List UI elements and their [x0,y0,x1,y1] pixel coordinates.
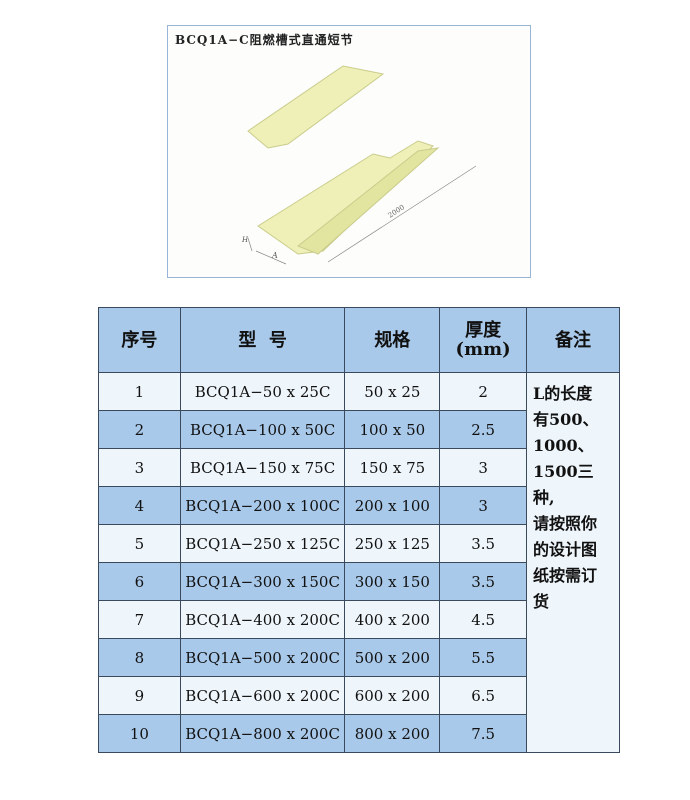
cell-spec: 300 x 150 [344,562,441,601]
table-row: 1 BCQ1A−50 x 25C 50 x 25 2 L的长度 有500、 1000、 150… [98,372,620,753]
cell-model: BCQ1A−800 x 200C [179,714,346,753]
height-dimension-line [247,237,253,252]
cell-spec: 400 x 200 [344,600,441,639]
cell-no: 7 [98,600,181,639]
header-thickness-unit: (mm) [455,339,511,360]
cell-model: BCQ1A−50 x 25C [179,372,346,411]
table-row: 10 BCQ1A−800 x 200C 800 x 200 7.5 [98,714,620,753]
cell-no: 1 [98,372,181,411]
table-row: 8 BCQ1A−500 x 200C 500 x 200 5.5 [98,638,620,677]
spec-table: 序号 型 号 规格 厚度 (mm) 备注 1 BCQ1A−50 x 25C 50 x … [98,307,620,753]
product-figure: BCQ1A−C阻燃槽式直通短节 2000 A H [167,25,531,278]
cable-tray-drawing: 2000 A H [241,65,477,265]
cell-thickness: 7.5 [439,714,528,753]
cell-thickness: 2.5 [439,410,528,449]
cell-no: 3 [98,448,181,487]
table-row: 7 BCQ1A−400 x 200C 400 x 200 4.5 [98,600,620,639]
height-label: H [241,236,249,244]
table-header-row: 序号 型 号 规格 厚度 (mm) 备注 [98,307,620,373]
note-line: 纸按需订 [533,566,598,585]
table-row: 9 BCQ1A−600 x 200C 600 x 200 6.5 [98,676,620,715]
header-thickness: 厚度 (mm) [439,307,528,373]
width-label: A [271,251,278,260]
length-dimension-line [327,165,477,263]
cell-spec: 200 x 100 [344,486,441,525]
tray-cover [247,65,385,149]
cell-model: BCQ1A−300 x 150C [179,562,346,601]
cell-thickness: 3.5 [439,524,528,563]
table-row: 2 BCQ1A−100 x 50C 100 x 50 2.5 [98,410,620,449]
cell-spec: 600 x 200 [344,676,441,715]
width-dimension-line [255,250,287,265]
note-line: 的设计图 [533,540,598,559]
tray-side [297,147,440,255]
cell-spec: 100 x 50 [344,410,441,449]
note-line: L的长度 [533,384,593,403]
figure-title: BCQ1A−C阻燃槽式直通短节 [175,33,354,47]
cell-thickness: 3 [439,448,528,487]
header-thickness-label: 厚度 [465,320,502,341]
table-row: 6 BCQ1A−300 x 150C 300 x 150 3.5 [98,562,620,601]
cell-thickness: 5.5 [439,638,528,677]
cell-thickness: 6.5 [439,676,528,715]
header-model: 型 号 [179,307,346,373]
cell-thickness: 2 [439,372,528,411]
cell-spec: 500 x 200 [344,638,441,677]
note-line: 货 [533,592,550,611]
cell-model: BCQ1A−200 x 100C [179,486,346,525]
cell-thickness: 4.5 [439,600,528,639]
note-line: 有500、 [533,410,599,429]
cell-model: BCQ1A−150 x 75C [179,448,346,487]
header-no: 序号 [98,307,181,373]
header-spec: 规格 [344,307,441,373]
length-label: 2000 [387,203,406,219]
cell-no: 2 [98,410,181,449]
table-row: 4 BCQ1A−200 x 100C 200 x 100 3 [98,486,620,525]
cell-no: 10 [98,714,181,753]
cell-model: BCQ1A−400 x 200C [179,600,346,639]
note-line: 1000、 [533,436,594,455]
header-note: 备注 [526,307,620,373]
cell-thickness: 3.5 [439,562,528,601]
cell-model: BCQ1A−500 x 200C [179,638,346,677]
cell-no: 5 [98,524,181,563]
cell-model: BCQ1A−100 x 50C [179,410,346,449]
cell-spec: 250 x 125 [344,524,441,563]
cell-thickness: 3 [439,486,528,525]
tray-body [257,140,434,255]
cell-no: 8 [98,638,181,677]
cell-spec: 150 x 75 [344,448,441,487]
table-row: 5 BCQ1A−250 x 125C 250 x 125 3.5 [98,524,620,563]
cell-model: BCQ1A−600 x 200C [179,676,346,715]
cell-no: 9 [98,676,181,715]
cell-model: BCQ1A−250 x 125C [179,524,346,563]
cell-no: 6 [98,562,181,601]
note-line: 1500三种, [533,462,594,507]
cell-spec: 50 x 25 [344,372,441,411]
cell-no: 4 [98,486,181,525]
note-cell: L的长度有500、 1000、 1500三种, 请按照你的设计图纸按需订货 [526,372,620,753]
table-row: 3 BCQ1A−150 x 75C 150 x 75 3 [98,448,620,487]
note-line: 请按照你 [533,514,598,533]
cell-spec: 800 x 200 [344,714,441,753]
